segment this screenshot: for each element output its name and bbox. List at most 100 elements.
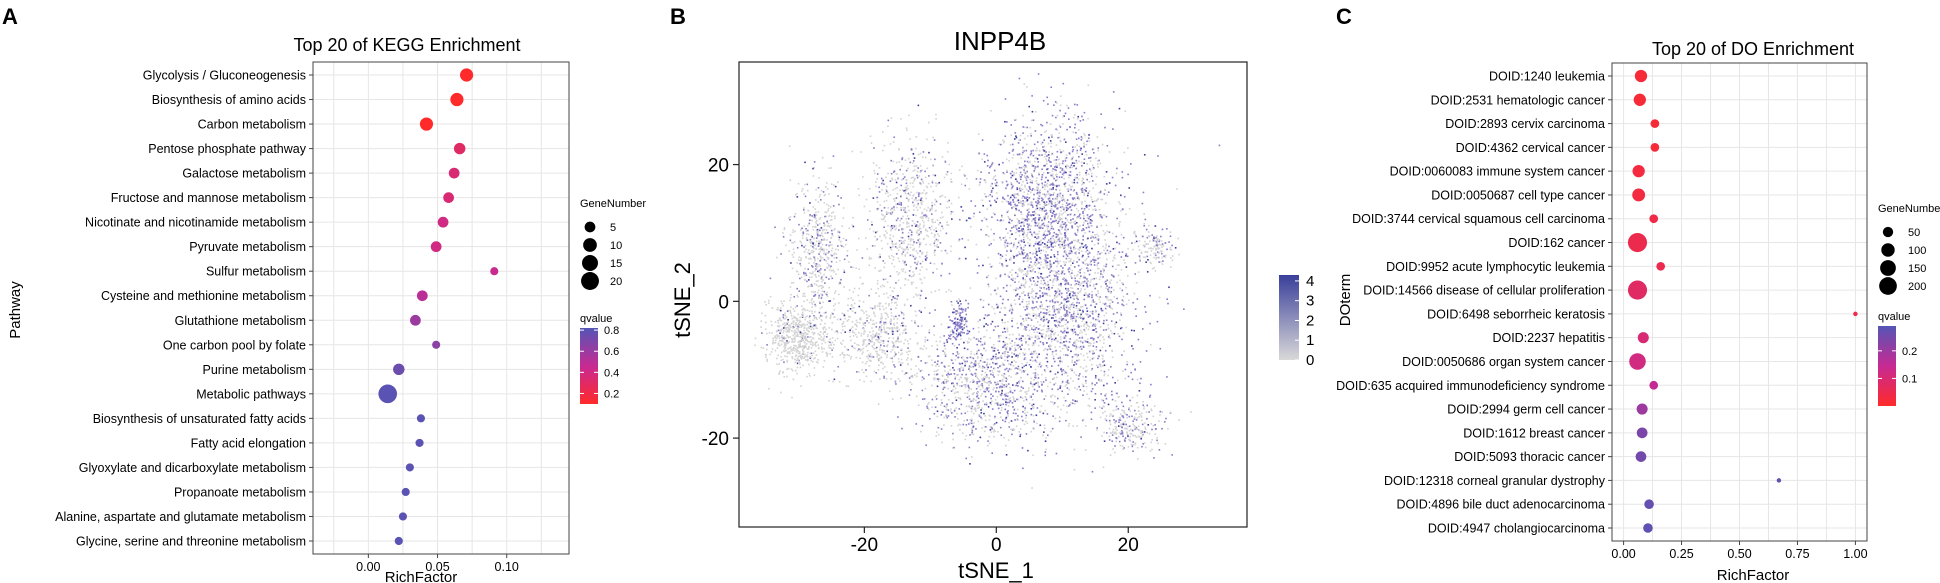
tsne-cell (1027, 294, 1030, 297)
tsne-cell (1038, 257, 1040, 260)
tsne-cell (1013, 257, 1015, 259)
tsne-cell (1123, 350, 1125, 353)
tsne-cell (1030, 204, 1032, 206)
tsne-cell (996, 401, 999, 404)
tsne-cell (993, 428, 996, 431)
tsne-cell (1029, 201, 1032, 204)
tsne-cell (1076, 181, 1079, 184)
tsne-cell (821, 243, 824, 246)
tsne-cell (1056, 156, 1058, 158)
tsne-cell (952, 211, 954, 213)
tsne-cell (1060, 225, 1063, 227)
tsne-cell (1111, 176, 1114, 179)
tsne-cell (1056, 276, 1059, 278)
tsne-cell (1106, 382, 1108, 385)
tsne-cell (981, 199, 984, 202)
tsne-cell (1022, 269, 1024, 272)
tsne-cell (1105, 183, 1108, 185)
tsne-cell (988, 435, 991, 438)
tsne-cell (964, 184, 967, 187)
tsne-cell (1001, 264, 1004, 266)
tsne-cell (958, 368, 961, 370)
tsne-cell (1064, 221, 1067, 224)
tsne-cell (909, 246, 912, 249)
tsne-cell (1044, 153, 1047, 156)
tsne-cell (1056, 294, 1059, 297)
tsne-cell (934, 221, 936, 224)
tsne-cell (822, 235, 824, 238)
tsne-cell (1065, 167, 1068, 169)
tsne-cell (894, 228, 897, 231)
tsne-cell (961, 237, 964, 240)
tsne-cell (1085, 251, 1087, 253)
tsne-cell (1077, 291, 1079, 294)
tsne-cell (823, 252, 826, 254)
tsne-cell (1008, 309, 1011, 312)
tsne-cell (1053, 402, 1056, 404)
tsne-cell (920, 183, 922, 186)
tsne-cell (1064, 158, 1067, 160)
tsne-cell (1055, 273, 1058, 275)
tsne-cell (1077, 325, 1080, 327)
tsne-cell (1062, 196, 1064, 199)
tsne-cell (1058, 416, 1061, 419)
tsne-cell (945, 408, 948, 411)
tsne-cell (1115, 235, 1118, 238)
tsne-cell (947, 372, 949, 375)
tsne-cell (1038, 217, 1040, 219)
tsne-cell (1064, 160, 1067, 162)
tsne-cell (985, 402, 988, 404)
tsne-cell (989, 263, 991, 265)
tsne-cell (1134, 369, 1136, 371)
tsne-cell (1093, 329, 1095, 331)
tsne-cell (1026, 233, 1028, 236)
tsne-cell (1079, 291, 1081, 293)
tsne-cell (1018, 334, 1021, 337)
tsne-cell (1053, 310, 1056, 313)
tsne-cell (1086, 217, 1089, 219)
tsne-cell (932, 174, 935, 176)
tsne-cell (1060, 316, 1063, 318)
tsne-cell (1055, 102, 1058, 104)
tsne-cell (947, 224, 950, 227)
tsne-cell (987, 274, 990, 277)
tsne-cell (1056, 265, 1058, 268)
tsne-cell (1004, 135, 1007, 138)
tsne-cell (926, 339, 929, 342)
tsne-cell (1043, 258, 1046, 261)
tsne-cell (1058, 360, 1061, 362)
tsne-cell (1036, 166, 1039, 169)
tsne-cell (869, 228, 871, 230)
tsne-cell (1058, 237, 1061, 239)
tsne-cell (1020, 339, 1023, 342)
tsne-cell (1146, 255, 1149, 258)
tsne-cell (1109, 337, 1111, 339)
tsne-cell (876, 173, 879, 175)
tsne-cell (1035, 352, 1038, 355)
tsne-cell (1043, 287, 1045, 289)
tsne-cell (1041, 223, 1044, 226)
tsne-cell (1006, 401, 1009, 404)
kegg-category-label: Alanine, aspartate and glutamate metabol… (55, 510, 306, 524)
tsne-cell (993, 435, 995, 438)
tsne-cell (1003, 376, 1006, 379)
tsne-cell (1024, 417, 1027, 419)
tsne-cell (1063, 330, 1066, 332)
tsne-cell (1057, 301, 1059, 303)
tsne-cell (1062, 115, 1064, 118)
tsne-cell (976, 394, 979, 397)
tsne-cell (964, 438, 967, 441)
tsne-cell (1010, 188, 1013, 190)
tsne-cell (1014, 347, 1016, 350)
tsne-cell (1025, 149, 1028, 152)
tsne-cell (1085, 385, 1088, 388)
tsne-cell (987, 303, 990, 306)
tsne-cell (1107, 327, 1110, 330)
tsne-cell (1018, 431, 1021, 433)
tsne-cell (1046, 190, 1049, 193)
tsne-cell (890, 117, 893, 119)
tsne-cell (1004, 240, 1007, 243)
tsne-cell (1112, 256, 1115, 259)
tsne-cell (1087, 137, 1090, 140)
tsne-cell (898, 239, 901, 242)
